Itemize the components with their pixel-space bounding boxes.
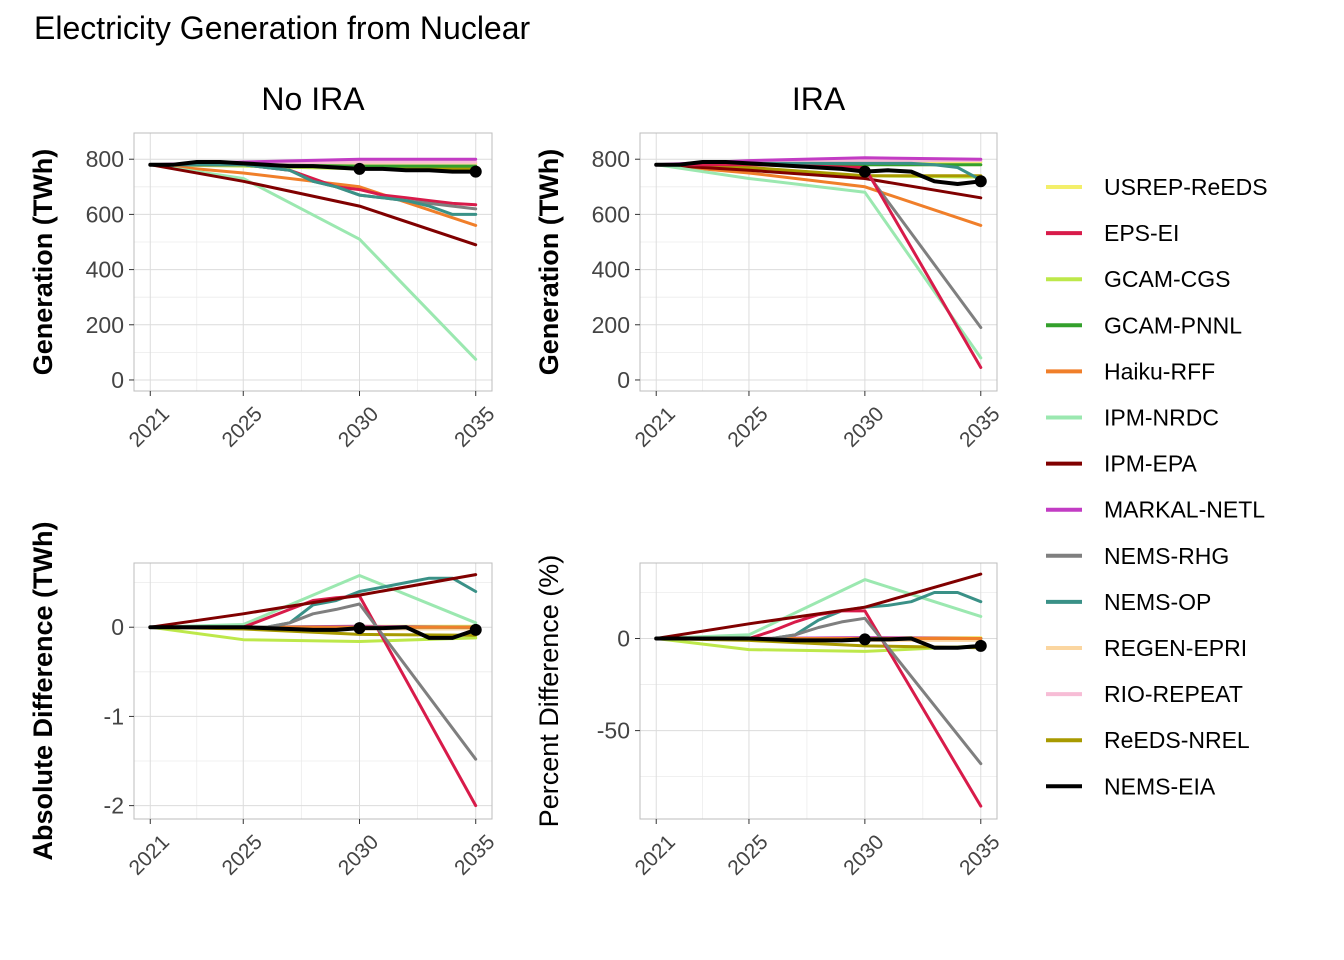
y-tick-label: 0 bbox=[111, 367, 124, 393]
legend-label-Haiku-RFF: Haiku-RFF bbox=[1104, 358, 1215, 384]
series-line-IPM-EPA bbox=[148, 163, 478, 247]
series-point-NEMS-EIA bbox=[469, 165, 482, 178]
x-tick-label: 2025 bbox=[723, 830, 772, 879]
series-group bbox=[148, 157, 482, 361]
series-point-NEMS-EIA bbox=[858, 165, 871, 178]
x-tick-label: 2021 bbox=[125, 402, 174, 451]
series-group bbox=[654, 572, 987, 808]
series-line-NEMS-OP bbox=[148, 163, 478, 216]
panel-4: -50 0 2021 2025 2030 2035 Percent Difference (… bbox=[534, 555, 1004, 880]
x-tick-label: 2025 bbox=[218, 830, 267, 879]
y-tick-label: 400 bbox=[86, 257, 124, 283]
series-point-NEMS-EIA bbox=[353, 162, 366, 175]
y-tick-label: 0 bbox=[617, 367, 630, 393]
y-tick-label: 800 bbox=[86, 146, 124, 172]
legend-label-USREP-ReEDS: USREP-ReEDS bbox=[1104, 174, 1268, 200]
legend-label-ReEDS-NREL: ReEDS-NREL bbox=[1104, 727, 1250, 753]
x-tick-label: 2035 bbox=[955, 830, 1004, 879]
panel-2: 0 200 400 600 800 2021 2025 2030 2035 IRA Generati… bbox=[534, 81, 1004, 452]
series-group bbox=[148, 573, 482, 808]
panel-3: -2 -1 0 2021 2025 2030 2035 Absolute Difference… bbox=[28, 521, 499, 879]
panel-title: IRA bbox=[792, 81, 846, 117]
series-line-IPM-NRDC bbox=[148, 163, 478, 361]
y-tick-label: 200 bbox=[592, 312, 630, 338]
x-tick-label: 2021 bbox=[125, 830, 174, 879]
panel-1: 0 200 400 600 800 2021 2025 2030 2035 No IRA Gener… bbox=[28, 81, 499, 452]
series-line-Haiku-RFF bbox=[148, 163, 478, 227]
legend-label-NEMS-EIA: NEMS-EIA bbox=[1104, 773, 1216, 799]
y-tick-label: 600 bbox=[86, 201, 124, 227]
series-point-NEMS-EIA bbox=[469, 623, 482, 636]
x-tick-label: 2035 bbox=[450, 402, 499, 451]
y-axis-label: Absolute Difference (TWh) bbox=[28, 521, 58, 860]
series-line-NEMS-EIA bbox=[148, 160, 478, 174]
series-line-IPM-EPA bbox=[654, 163, 983, 200]
series-point-NEMS-EIA bbox=[353, 622, 366, 635]
legend-label-GCAM-PNNL: GCAM-PNNL bbox=[1104, 312, 1242, 338]
y-tick-label: -50 bbox=[597, 718, 630, 744]
series-line-GCAM-CGS bbox=[148, 625, 478, 643]
x-tick-label: 2030 bbox=[334, 402, 383, 451]
series-line-IPM-EPA bbox=[148, 573, 478, 629]
y-tick-label: 0 bbox=[617, 626, 630, 652]
legend: USREP-ReEDS EPS-EI GCAM-CGS GCAM-PNNL Haiku-… bbox=[1046, 174, 1268, 799]
y-axis-label: Generation (TWh) bbox=[28, 149, 58, 375]
legend-label-EPS-EI: EPS-EI bbox=[1104, 220, 1179, 246]
panel-border bbox=[639, 132, 998, 392]
y-axis-label: Generation (TWh) bbox=[534, 149, 564, 375]
y-axis-label: Percent Difference (%) bbox=[534, 555, 564, 828]
x-tick-label: 2025 bbox=[723, 402, 772, 451]
panel-title: No IRA bbox=[261, 81, 365, 117]
x-tick-label: 2030 bbox=[839, 402, 888, 451]
x-tick-label: 2030 bbox=[334, 830, 383, 879]
series-point-NEMS-EIA bbox=[858, 633, 871, 646]
series-point-NEMS-EIA bbox=[974, 175, 987, 188]
series-line-IPM-EPA bbox=[654, 572, 983, 640]
legend-label-IPM-EPA: IPM-EPA bbox=[1104, 451, 1198, 477]
x-tick-label: 2021 bbox=[631, 402, 680, 451]
y-tick-label: -2 bbox=[104, 793, 124, 819]
x-tick-label: 2025 bbox=[218, 402, 267, 451]
series-line-GCAM-CGS bbox=[654, 637, 983, 653]
panel-border bbox=[639, 562, 998, 820]
legend-label-REGEN-EPRI: REGEN-EPRI bbox=[1104, 635, 1247, 661]
x-tick-label: 2035 bbox=[450, 830, 499, 879]
legend-label-IPM-NRDC: IPM-NRDC bbox=[1104, 405, 1219, 431]
legend-label-RIO-REPEAT: RIO-REPEAT bbox=[1104, 681, 1243, 707]
legend-label-NEMS-OP: NEMS-OP bbox=[1104, 589, 1211, 615]
series-line-IPM-NRDC bbox=[654, 163, 983, 360]
legend-label-NEMS-RHG: NEMS-RHG bbox=[1104, 543, 1229, 569]
series-line-EPS-EI bbox=[654, 163, 983, 369]
x-tick-label: 2035 bbox=[955, 402, 1004, 451]
legend-label-GCAM-CGS: GCAM-CGS bbox=[1104, 266, 1231, 292]
y-tick-label: 800 bbox=[592, 146, 630, 172]
chart-title: Electricity Generation from Nuclear bbox=[34, 10, 531, 46]
y-tick-label: 600 bbox=[592, 201, 630, 227]
series-point-NEMS-EIA bbox=[974, 639, 987, 652]
x-tick-label: 2030 bbox=[839, 830, 888, 879]
panel-border bbox=[133, 562, 493, 820]
series-line-NEMS-EIA bbox=[654, 160, 983, 186]
legend-label-MARKAL-NETL: MARKAL-NETL bbox=[1104, 497, 1265, 523]
series-group bbox=[654, 156, 987, 369]
series-line-NEMS-EIA bbox=[148, 625, 478, 640]
panel-border bbox=[133, 132, 493, 392]
y-tick-label: 200 bbox=[86, 312, 124, 338]
x-tick-label: 2021 bbox=[631, 830, 680, 879]
y-tick-label: -1 bbox=[104, 703, 124, 729]
y-tick-label: 400 bbox=[592, 257, 630, 283]
series-line-NEMS-EIA bbox=[654, 636, 983, 650]
y-tick-label: 0 bbox=[111, 614, 124, 640]
